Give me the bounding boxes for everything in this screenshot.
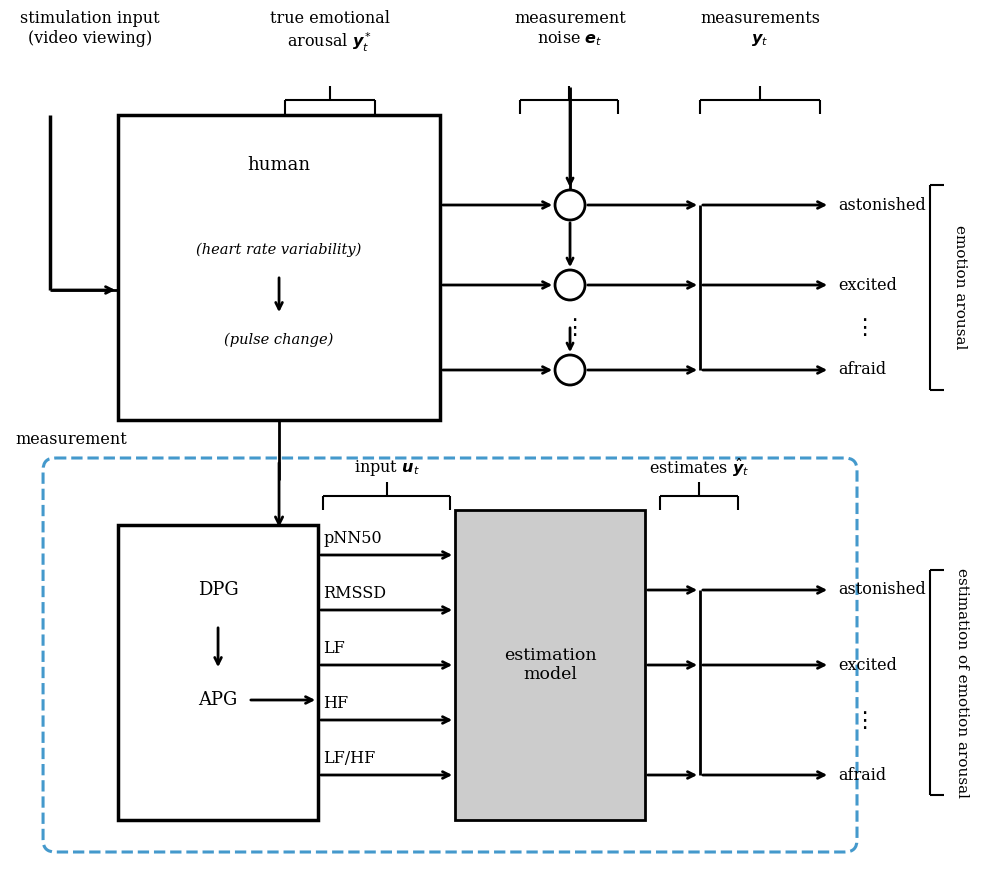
Text: astonished: astonished: [838, 582, 926, 598]
Text: afraid: afraid: [838, 362, 886, 378]
Text: LF: LF: [323, 640, 345, 657]
Text: pNN50: pNN50: [323, 530, 382, 547]
Circle shape: [555, 270, 585, 300]
Text: DPG: DPG: [198, 581, 238, 599]
Text: APG: APG: [198, 691, 238, 709]
Text: (pulse change): (pulse change): [224, 333, 334, 347]
Text: afraid: afraid: [838, 766, 886, 783]
Text: measurement
noise $\boldsymbol{e}_t$: measurement noise $\boldsymbol{e}_t$: [514, 10, 626, 48]
Text: RMSSD: RMSSD: [323, 585, 386, 602]
Text: estimates $\hat{\boldsymbol{y}}_t$: estimates $\hat{\boldsymbol{y}}_t$: [649, 457, 749, 479]
Circle shape: [555, 355, 585, 385]
Circle shape: [555, 190, 585, 220]
Text: $\vdots$: $\vdots$: [853, 709, 867, 731]
Text: estimation of emotion arousal: estimation of emotion arousal: [955, 568, 969, 797]
Text: $\vdots$: $\vdots$: [853, 316, 867, 338]
Text: HF: HF: [323, 695, 348, 712]
Text: excited: excited: [838, 656, 897, 674]
Bar: [118, 115, 440, 420]
Bar: [118, 525, 318, 820]
Text: (heart rate variability): (heart rate variability): [196, 243, 362, 258]
Text: astonished: astonished: [838, 196, 926, 214]
Text: LF/HF: LF/HF: [323, 750, 375, 767]
Text: excited: excited: [838, 277, 897, 293]
Text: emotion arousal: emotion arousal: [953, 225, 967, 350]
Bar: [455, 510, 645, 820]
Text: input $\boldsymbol{u}_t$: input $\boldsymbol{u}_t$: [354, 458, 419, 478]
Text: stimulation input
(video viewing): stimulation input (video viewing): [20, 10, 160, 46]
Text: $\vdots$: $\vdots$: [563, 316, 577, 338]
Text: measurement: measurement: [15, 432, 127, 449]
Text: human: human: [247, 156, 311, 174]
Text: measurements
$\boldsymbol{y}_t$: measurements $\boldsymbol{y}_t$: [700, 10, 820, 47]
Text: true emotional
arousal $\boldsymbol{y}_t^*$: true emotional arousal $\boldsymbol{y}_t…: [270, 10, 390, 53]
Text: estimation
model: estimation model: [504, 646, 596, 683]
